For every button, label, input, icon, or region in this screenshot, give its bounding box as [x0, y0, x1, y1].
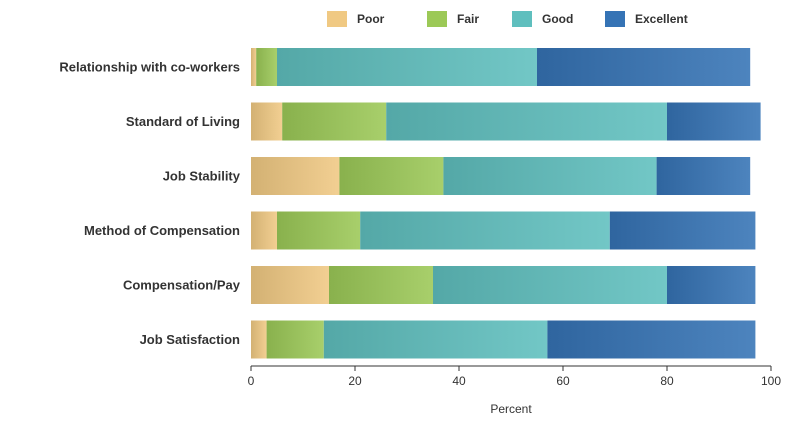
- x-tick-label-1: 20: [348, 374, 362, 388]
- bar-segment-good-5: [323, 320, 548, 359]
- category-labels: Relationship with co-workers Standard of …: [59, 60, 240, 348]
- bar-segment-fair-5: [266, 320, 324, 359]
- bar-segment-good-2: [443, 157, 657, 195]
- bar-segment-poor-1: [251, 102, 283, 141]
- x-tick-label-3: 60: [556, 374, 570, 388]
- x-tick-label-5: 100: [761, 374, 781, 388]
- x-tick-label-2: 40: [452, 374, 466, 388]
- x-axis-title: Percent: [490, 402, 532, 416]
- bar-segment-good-1: [386, 102, 667, 141]
- bar-segment-fair-1: [282, 102, 387, 141]
- legend-label-good: Good: [542, 12, 573, 26]
- legend-swatch-excellent: [605, 11, 625, 27]
- legend-label-poor: Poor: [357, 12, 385, 26]
- category-label-3: Method of Compensation: [84, 223, 240, 238]
- category-label-1: Standard of Living: [126, 114, 240, 129]
- bar-segment-fair-2: [339, 157, 444, 195]
- bar-segment-excellent-4: [667, 266, 756, 304]
- legend-label-fair: Fair: [457, 12, 479, 26]
- bar-segment-excellent-3: [609, 211, 756, 250]
- bar-segment-poor-3: [251, 211, 277, 250]
- bar-segment-excellent-2: [656, 157, 751, 195]
- category-label-2: Job Stability: [163, 169, 241, 184]
- x-axis: 0 20 40 60 80 100: [248, 365, 781, 388]
- legend-swatch-good: [512, 11, 532, 27]
- bar-segment-fair-4: [329, 266, 433, 304]
- bar-segment-poor-5: [251, 320, 267, 359]
- bar-segment-poor-2: [251, 157, 340, 195]
- legend-swatch-poor: [327, 11, 347, 27]
- x-tick-label-4: 80: [660, 374, 674, 388]
- bar-segment-excellent-5: [547, 320, 756, 359]
- bar-segment-poor-0: [251, 48, 257, 86]
- legend: Poor Fair Good Excellent: [327, 11, 688, 27]
- bar-segment-poor-4: [251, 266, 329, 304]
- bar-segment-excellent-1: [667, 102, 761, 141]
- bar-segment-excellent-0: [537, 48, 751, 86]
- bar-segment-good-4: [433, 266, 667, 304]
- category-label-4: Compensation/Pay: [123, 278, 241, 293]
- bar-segment-good-0: [277, 48, 537, 86]
- bar-segment-fair-3: [277, 211, 361, 250]
- bar-segment-fair-0: [256, 48, 277, 86]
- bars: [251, 48, 761, 359]
- bar-segment-good-3: [360, 211, 610, 250]
- legend-swatch-fair: [427, 11, 447, 27]
- category-label-0: Relationship with co-workers: [59, 60, 240, 75]
- legend-label-excellent: Excellent: [635, 12, 688, 26]
- category-label-5: Job Satisfaction: [140, 332, 240, 347]
- x-tick-label-0: 0: [248, 374, 255, 388]
